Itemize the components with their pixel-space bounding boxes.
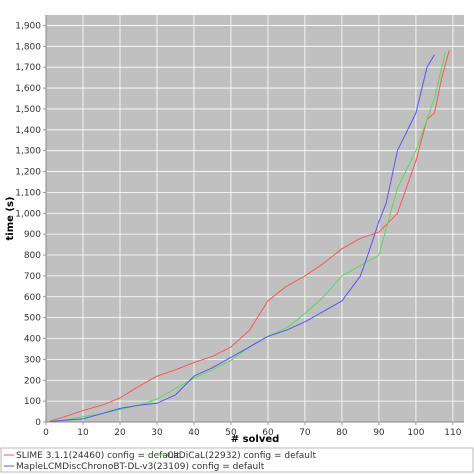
y-tick-label: 300 bbox=[24, 355, 41, 365]
x-tick-label: 100 bbox=[407, 428, 424, 438]
y-tick-label: 1,300 bbox=[15, 147, 41, 157]
plot-area bbox=[46, 15, 464, 422]
y-tick-label: 100 bbox=[24, 397, 41, 407]
x-tick-label: 40 bbox=[188, 428, 200, 438]
legend-label-2: CaDiCaL(22932) config = default bbox=[167, 451, 316, 461]
legend-label-1: SLIME 3.1.1(24460) config = default bbox=[16, 451, 180, 461]
x-tick-label: 0 bbox=[43, 428, 49, 438]
y-tick-label: 1,000 bbox=[15, 209, 41, 219]
x-tick-label: 80 bbox=[336, 428, 348, 438]
y-tick-label: 700 bbox=[24, 272, 41, 282]
y-tick-label: 1,800 bbox=[15, 42, 41, 52]
y-tick-label: 1,700 bbox=[15, 63, 41, 73]
y-tick-label: 600 bbox=[24, 293, 41, 303]
series-layer bbox=[49, 50, 450, 423]
x-tick-label: 110 bbox=[444, 428, 461, 438]
y-axis-label: time (s) bbox=[5, 197, 16, 241]
y-tick-label: 800 bbox=[24, 251, 41, 261]
series-line-3 bbox=[49, 54, 435, 423]
x-axis-label: # solved bbox=[231, 434, 280, 445]
y-tick-label: 1,900 bbox=[15, 21, 41, 31]
legend-label-3: MapleLCMDiscChronoBT-DL-v3(23109) config… bbox=[16, 462, 265, 472]
x-tick-label: 30 bbox=[151, 428, 163, 438]
y-tick-label: 400 bbox=[24, 335, 41, 345]
y-tick-label: 0 bbox=[35, 418, 41, 428]
y-tick-label: 1,100 bbox=[15, 188, 41, 198]
y-tick-label: 1,400 bbox=[15, 126, 41, 136]
x-tick-label: 50 bbox=[225, 428, 237, 438]
x-tick-label: 20 bbox=[114, 428, 126, 438]
y-tick-label: 200 bbox=[24, 376, 41, 386]
series-line-1 bbox=[49, 50, 450, 422]
y-tick-label: 900 bbox=[24, 230, 41, 240]
x-tick-label: 90 bbox=[373, 428, 385, 438]
x-tick-label: 70 bbox=[299, 428, 311, 438]
y-tick-label: 500 bbox=[24, 314, 41, 324]
x-tick-label: 60 bbox=[262, 428, 274, 438]
y-tick-label: 1,500 bbox=[15, 105, 41, 115]
x-tick-label: 10 bbox=[77, 428, 89, 438]
grid-lines bbox=[45, 15, 464, 423]
y-tick-label: 1,200 bbox=[15, 168, 41, 178]
legend: SLIME 3.1.1(24460) config = defaultCaDiC… bbox=[0, 447, 474, 473]
y-tick-label: 1,600 bbox=[15, 84, 41, 94]
axes: 01002003004005006007008009001,0001,1001,… bbox=[15, 15, 464, 438]
legend-box bbox=[0, 447, 474, 473]
